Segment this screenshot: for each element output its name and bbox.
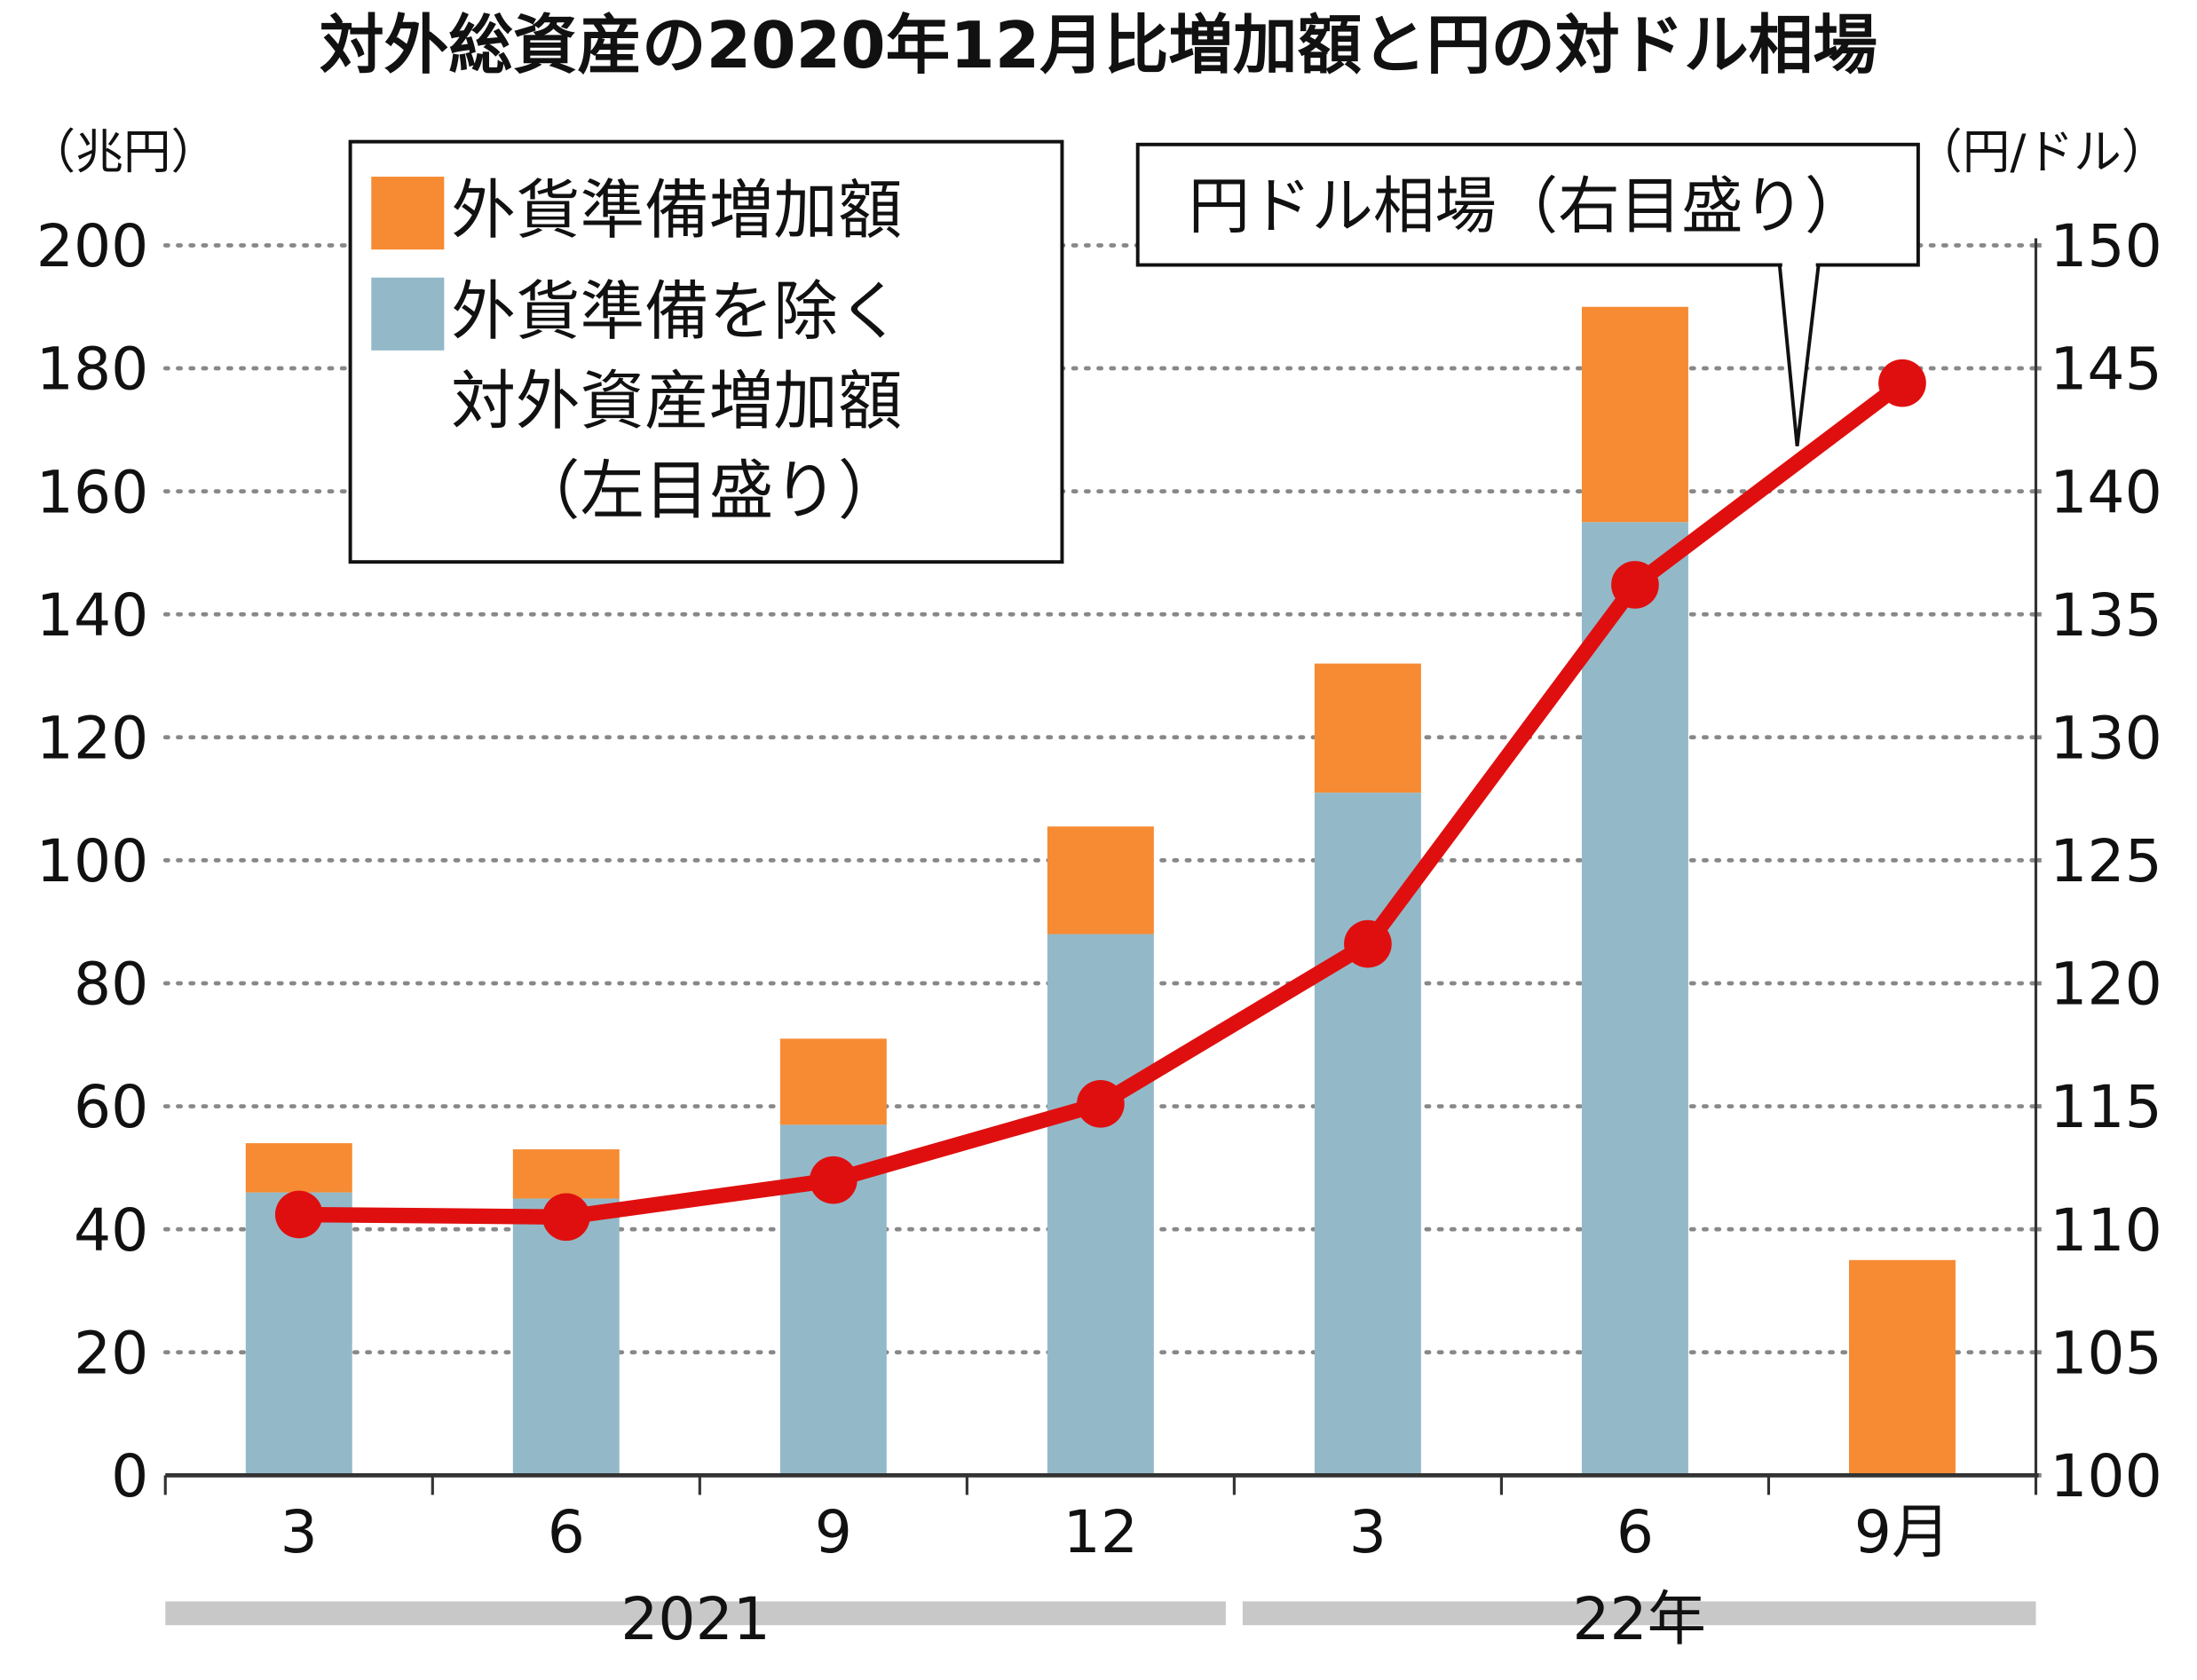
y2-tick-label: 130 [2050, 703, 2162, 772]
bar-segment [1848, 1259, 1956, 1476]
y-tick-label: 100 [36, 826, 149, 895]
bar-segment [245, 1143, 352, 1193]
line-point [1878, 359, 1926, 407]
y2-tick-label: 110 [2050, 1195, 2162, 1265]
group-label: 2021 [620, 1584, 771, 1653]
line-point [274, 1190, 323, 1239]
callout-pointer [1777, 263, 1821, 446]
bar-segment [1581, 522, 1688, 1476]
legend-swatch [371, 277, 445, 351]
x-tick-label: 3 [1349, 1497, 1387, 1566]
y-tick-label: 0 [111, 1441, 148, 1510]
y-tick-label: 200 [36, 211, 149, 280]
y-tick-label: 40 [74, 1195, 148, 1265]
x-tick-label: 6 [548, 1497, 585, 1566]
y-tick-label: 80 [74, 950, 148, 1019]
legend-item: 外貨準備増加額 [451, 172, 903, 248]
y2-tick-label: 140 [2050, 457, 2162, 526]
y-tick-label: 160 [36, 457, 149, 526]
y-axis-label: （兆円） [28, 124, 219, 180]
y2-tick-label: 105 [2050, 1318, 2162, 1387]
bar-segment [512, 1149, 620, 1199]
line-point [1077, 1079, 1125, 1128]
x-tick-label: 3 [281, 1497, 318, 1566]
line-point [1344, 919, 1392, 968]
y-tick-label: 120 [36, 703, 149, 772]
y2-tick-label: 100 [2050, 1441, 2162, 1510]
y2-axis-label: （円/ドル） [1915, 124, 2169, 180]
callout-box [1135, 142, 1920, 267]
legend-label: 外貨準備増加額 [451, 172, 903, 248]
bar-segment [1047, 934, 1154, 1476]
legend-box [348, 139, 1064, 564]
bar-segment [779, 1038, 887, 1125]
x-tick-label: 12 [1063, 1497, 1138, 1566]
y-tick-label: 140 [36, 580, 149, 650]
group-bar [165, 1601, 1226, 1626]
legend-label: 円ドル相場（右目盛り） [1189, 171, 1867, 242]
legend-swatch [371, 177, 445, 250]
bar-segment [1047, 826, 1154, 935]
group-label: 22年 [1572, 1584, 1706, 1653]
line-point [810, 1155, 857, 1204]
y-tick-label: 180 [36, 335, 149, 404]
line-point [1611, 561, 1659, 609]
chart-title: 対外総資産の2020年12月比増加額と円の対ドル相場 [320, 9, 1877, 83]
line-point [541, 1193, 590, 1242]
x-tick-label: 9月 [1854, 1497, 1950, 1566]
x-tick-label: 9 [815, 1497, 852, 1566]
y2-tick-label: 150 [2050, 211, 2162, 280]
bar-segment [1314, 663, 1421, 793]
group-bar [1242, 1601, 2036, 1626]
y2-tick-label: 135 [2050, 580, 2162, 650]
legend-item: 外貨準備を除く対外資産増加額（左目盛り） [451, 273, 903, 529]
bar-segment [245, 1192, 352, 1476]
bar-segment [1581, 306, 1688, 523]
y-tick-label: 60 [74, 1072, 148, 1141]
bar-segment [512, 1198, 620, 1476]
y2-tick-label: 125 [2050, 826, 2162, 895]
y-tick-label: 20 [74, 1318, 148, 1387]
y2-tick-label: 120 [2050, 950, 2162, 1019]
x-tick-label: 6 [1616, 1497, 1654, 1566]
legend-label: 外貨準備を除く対外資産増加額（左目盛り） [451, 273, 903, 529]
y2-tick-label: 145 [2050, 335, 2162, 404]
y2-tick-label: 115 [2050, 1072, 2162, 1141]
